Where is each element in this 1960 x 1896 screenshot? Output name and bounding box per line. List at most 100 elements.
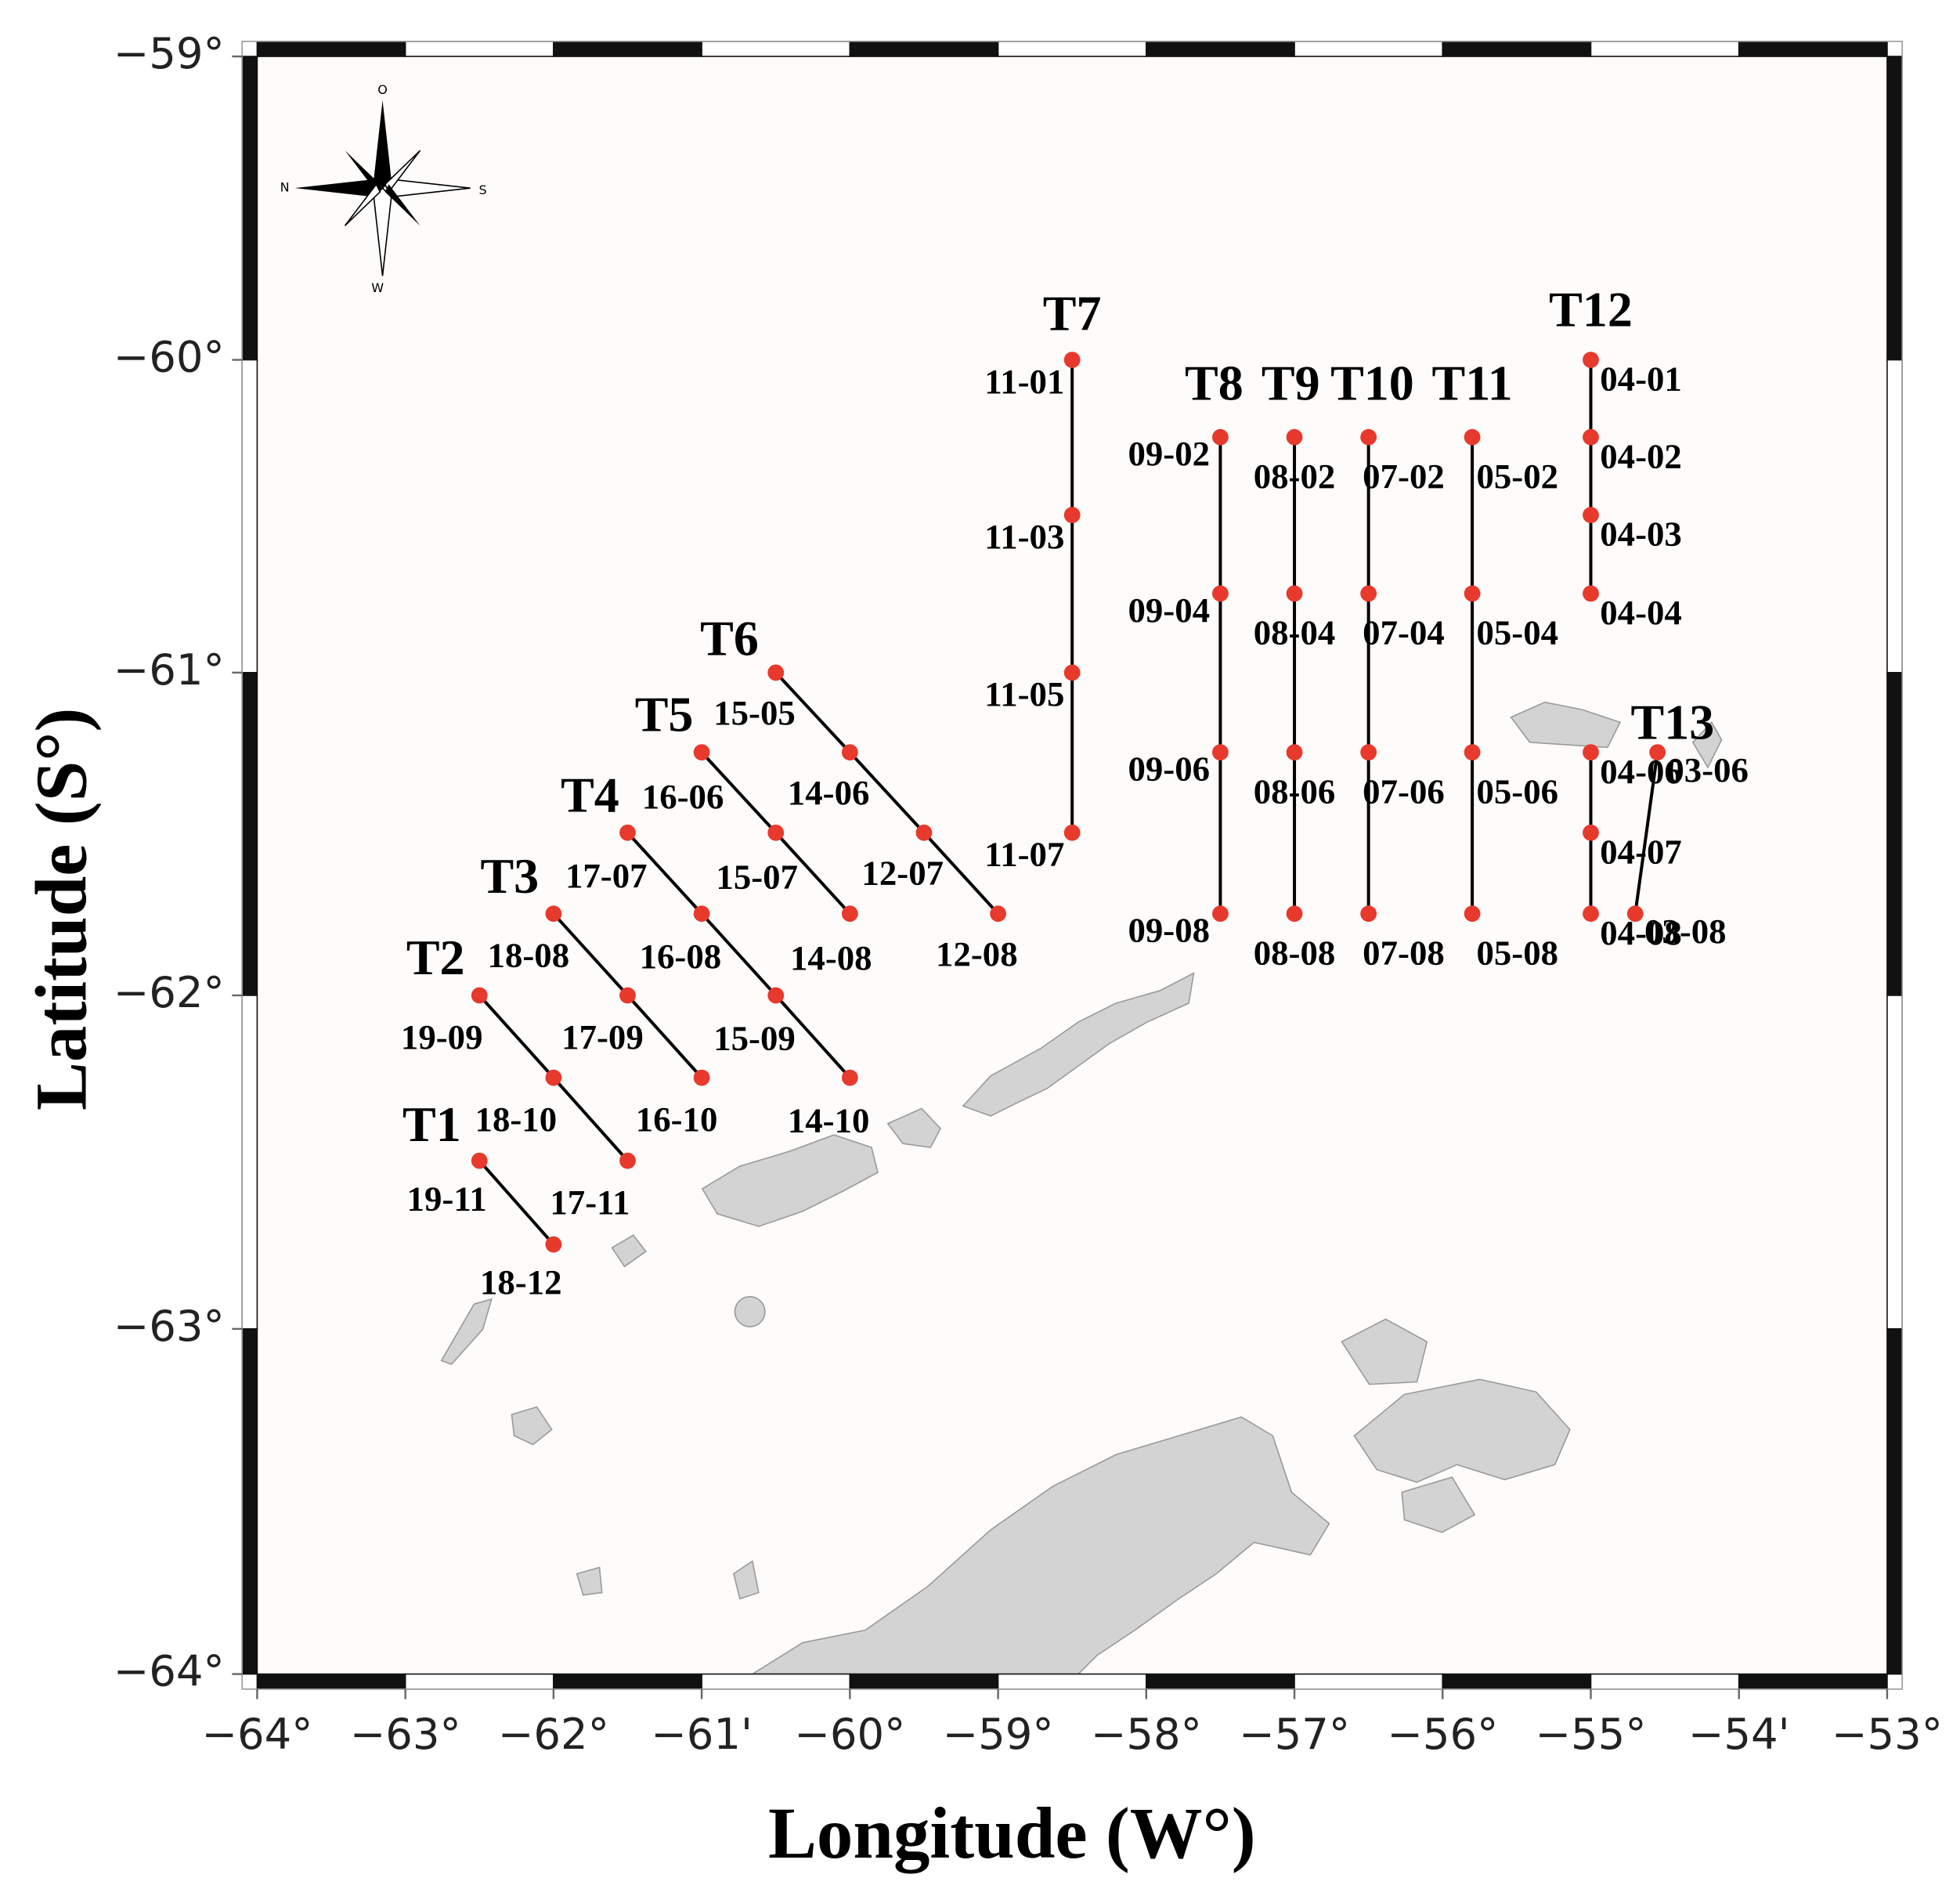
station xyxy=(915,824,933,841)
station-label: 14-08 xyxy=(790,938,872,977)
island xyxy=(701,1134,879,1227)
frame-segment xyxy=(1590,1673,1740,1690)
station-label: 08-02 xyxy=(1254,457,1336,496)
station xyxy=(1286,905,1303,923)
station xyxy=(693,744,710,761)
frame-segment xyxy=(1886,359,1903,674)
frame-segment xyxy=(1146,41,1295,57)
station xyxy=(1583,824,1599,841)
station xyxy=(767,987,785,1004)
transect-line xyxy=(626,831,851,1079)
peninsula xyxy=(750,1416,1330,1675)
transect-line xyxy=(478,1159,555,1246)
station xyxy=(1212,585,1229,602)
transect: 18-08 17-09 16-10 T3 xyxy=(480,848,717,1139)
x-tick-label: −57° xyxy=(1239,1709,1350,1759)
transect-name: T12 xyxy=(1549,282,1633,338)
transect-name: T9 xyxy=(1262,355,1320,410)
station xyxy=(1626,905,1644,923)
station-label: 03-08 xyxy=(1644,912,1727,951)
island xyxy=(1353,1378,1571,1483)
y-tick-label: −62° xyxy=(114,967,225,1017)
station xyxy=(1360,744,1377,761)
station xyxy=(990,905,1006,923)
station-label: 15-05 xyxy=(713,693,796,732)
station-label: 16-08 xyxy=(640,937,722,976)
x-tick-label: −62° xyxy=(498,1709,609,1759)
land xyxy=(440,701,1723,1675)
station-label: 18-08 xyxy=(488,936,570,975)
station-label: 18-12 xyxy=(480,1262,562,1302)
compass-rose: O S W N xyxy=(280,82,487,295)
station-label: 07-02 xyxy=(1363,457,1445,496)
station-label: 05-08 xyxy=(1476,933,1558,972)
compass-point xyxy=(374,100,392,189)
compass-label: O xyxy=(377,82,388,97)
station xyxy=(1360,585,1377,602)
transect: 19-11 18-12 T1 xyxy=(402,1096,561,1302)
station-label: 11-01 xyxy=(984,362,1064,401)
frame-segment xyxy=(241,56,258,361)
y-tick-label: −59° xyxy=(114,28,225,78)
station xyxy=(1063,824,1081,841)
station xyxy=(841,744,858,761)
island xyxy=(440,1298,493,1366)
frame-segment xyxy=(256,1673,406,1690)
transect-name: T13 xyxy=(1630,694,1714,749)
island xyxy=(1691,720,1723,769)
x-tick-label: −64° xyxy=(201,1709,312,1759)
island xyxy=(611,1234,647,1268)
island xyxy=(1341,1318,1428,1385)
station xyxy=(1063,352,1081,368)
frame-segment xyxy=(553,1673,702,1690)
station xyxy=(693,1069,710,1086)
island xyxy=(1401,1476,1476,1533)
station xyxy=(1583,744,1599,761)
compass-point xyxy=(294,179,383,197)
station-label: 17-11 xyxy=(550,1183,630,1222)
station xyxy=(619,824,636,841)
station-label: 16-06 xyxy=(642,777,724,816)
island xyxy=(886,1107,942,1148)
frame-segment xyxy=(404,1673,554,1690)
station-label: 12-07 xyxy=(861,854,944,893)
station-label: 03-06 xyxy=(1666,750,1749,789)
station-label: 19-09 xyxy=(401,1017,483,1056)
station-label: 08-06 xyxy=(1254,771,1336,811)
map-area xyxy=(257,56,1887,1674)
compass-label: W xyxy=(371,280,384,295)
transect-name: T7 xyxy=(1043,285,1102,341)
frame-segment xyxy=(997,41,1147,57)
transect: 03-06 03-08 T13 xyxy=(1626,694,1749,951)
frame-segment xyxy=(701,41,851,57)
station xyxy=(545,1069,562,1086)
station-label: 04-01 xyxy=(1600,359,1682,399)
transect: 09-02 09-04 09-06 09-08 T8 xyxy=(1128,355,1243,949)
station-label: 18-10 xyxy=(475,1100,558,1139)
y-tick-label: −60° xyxy=(114,332,225,382)
frame-segment xyxy=(404,41,554,57)
station-label: 05-04 xyxy=(1476,613,1558,652)
x-tick-label: −53° xyxy=(1832,1709,1943,1759)
island xyxy=(734,1295,766,1327)
station xyxy=(767,664,785,681)
station xyxy=(1063,507,1081,524)
frame-segment xyxy=(1886,56,1903,361)
transect: 05-02 05-04 05-06 05-08 T11 xyxy=(1432,355,1559,972)
compass-point xyxy=(345,150,381,192)
station-label: 08-04 xyxy=(1254,613,1336,652)
station xyxy=(1464,744,1481,761)
y-tick-label: −61° xyxy=(114,645,225,695)
frame-segment xyxy=(241,995,258,1330)
station xyxy=(1286,428,1303,446)
station xyxy=(619,1152,636,1169)
station xyxy=(1360,905,1377,923)
station xyxy=(545,905,562,923)
frame-segment xyxy=(241,672,258,996)
station xyxy=(841,1069,858,1086)
island xyxy=(1510,701,1622,749)
station xyxy=(1583,428,1599,446)
compass-point xyxy=(381,179,471,198)
